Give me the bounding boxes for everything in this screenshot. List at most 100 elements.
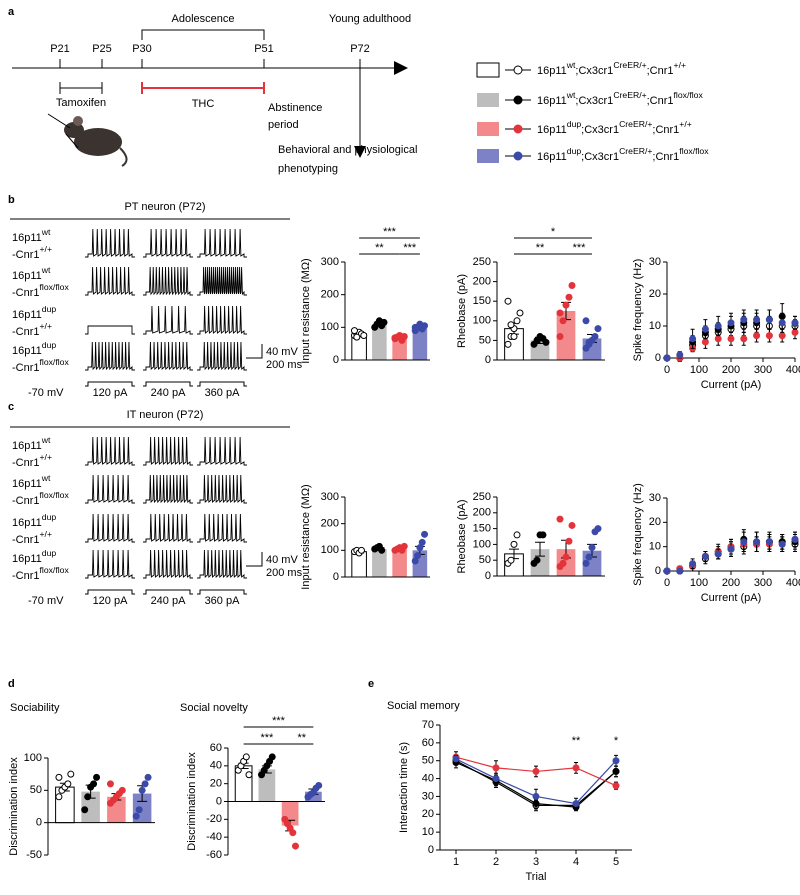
- text-part: -Cnr1: [12, 287, 40, 299]
- data-point: [791, 535, 799, 543]
- text-part: -Cnr1: [12, 457, 40, 469]
- row-label: -Cnr1flox/flox: [12, 565, 69, 582]
- y-tick-label: 200: [473, 507, 491, 519]
- baseline-label: -70 mV: [28, 595, 64, 607]
- data-point: [539, 531, 547, 539]
- data-point: [532, 767, 540, 775]
- panel-label: d: [8, 678, 15, 690]
- data-point: [753, 316, 761, 324]
- y-tick-label: 0: [655, 565, 661, 577]
- significance-label: **: [572, 735, 581, 747]
- chart-title: Sociability: [10, 702, 60, 714]
- significance-label: **: [375, 242, 384, 254]
- data-point: [765, 538, 773, 546]
- data-point: [565, 537, 573, 545]
- x-tick-label: 0: [664, 364, 670, 376]
- data-point: [542, 338, 550, 346]
- data-point: [268, 753, 276, 761]
- row-label: 16p11dup: [12, 548, 56, 565]
- x-axis-label: Trial: [526, 871, 547, 883]
- data-point: [414, 324, 422, 332]
- superscript: CreER/+: [613, 60, 646, 70]
- x-tick-label: 1: [453, 856, 459, 868]
- voltage-trace: [85, 474, 135, 504]
- superscript: +/+: [40, 244, 52, 254]
- y-tick-label: -20: [206, 813, 222, 825]
- data-point: [701, 552, 709, 560]
- y-tick-label: 0: [428, 844, 434, 856]
- superscript: wt: [566, 60, 576, 70]
- scale-bar: [246, 552, 263, 567]
- superscript: flox/flox: [40, 357, 70, 367]
- data-point: [556, 332, 564, 340]
- y-tick-label: -40: [206, 831, 222, 843]
- data-point: [67, 770, 75, 778]
- superscript: wt: [41, 227, 51, 237]
- period-label: Adolescence: [172, 13, 235, 25]
- data-point: [568, 521, 576, 529]
- legend-marker: [513, 65, 523, 75]
- row-label: 16p11wt: [12, 265, 51, 282]
- legend-label: 16p11wt;Cx3cr1CreER/+;Cnr1flox/flox: [537, 90, 703, 107]
- data-point: [778, 332, 786, 340]
- superscript: wt: [41, 265, 51, 275]
- scale-label: 40 mV: [266, 554, 298, 566]
- bar: [372, 324, 387, 360]
- bar: [392, 549, 407, 577]
- data-point: [612, 757, 620, 765]
- x-axis-label: Current (pA): [701, 379, 762, 391]
- superscript: dup: [42, 304, 57, 314]
- chart-title: Social novelty: [180, 702, 248, 714]
- y-axis-label: Input resistance (MΩ): [300, 258, 312, 363]
- data-point: [532, 792, 540, 800]
- superscript: dup: [42, 340, 57, 350]
- adolescence-bracket: [141, 29, 265, 40]
- significance-label: ***: [573, 242, 587, 254]
- superscript: CreER/+: [619, 119, 652, 129]
- age-label: P51: [254, 43, 274, 55]
- voltage-trace: [85, 436, 135, 466]
- data-point: [556, 515, 564, 523]
- data-point: [727, 545, 735, 553]
- legend-swatch: [477, 149, 499, 163]
- voltage-trace: [197, 341, 247, 371]
- text-part: 16p11: [12, 345, 42, 357]
- text-part: -Cnr1: [12, 362, 40, 374]
- y-tick-label: -60: [206, 849, 222, 861]
- data-point: [778, 540, 786, 548]
- error-bar: [535, 541, 545, 557]
- y-tick-label: 150: [473, 523, 491, 535]
- text-part: 16p11: [12, 440, 42, 452]
- text-part: ;Cx3cr1: [575, 95, 613, 107]
- data-point: [55, 793, 63, 801]
- y-tick-label: 100: [473, 315, 491, 327]
- panel-label: c: [8, 401, 14, 413]
- data-point: [421, 322, 429, 330]
- y-axis-label: Interaction time (s): [398, 742, 410, 833]
- y-tick-label: 300: [321, 256, 339, 268]
- voltage-trace: [197, 228, 247, 258]
- data-point: [516, 309, 524, 317]
- significance-label: ***: [272, 715, 286, 727]
- row-label: -Cnr1+/+: [12, 452, 52, 469]
- data-point: [81, 806, 89, 814]
- y-tick-label: 10: [649, 541, 661, 553]
- superscript: +/+: [674, 60, 686, 70]
- voltage-trace: [85, 266, 135, 296]
- voltage-trace: [85, 549, 135, 579]
- data-point: [765, 316, 773, 324]
- y-tick-label: 0: [36, 817, 42, 829]
- row-label: -Cnr1flox/flox: [12, 282, 69, 299]
- x-tick-label: 3: [533, 856, 539, 868]
- y-tick-label: 30: [422, 790, 434, 802]
- data-point: [418, 538, 426, 546]
- legend-marker: [513, 124, 523, 134]
- y-tick-label: 50: [30, 784, 42, 796]
- data-point: [676, 567, 684, 575]
- treatment-label: Tamoxifen: [56, 97, 106, 109]
- data-point: [138, 786, 146, 794]
- data-point: [64, 780, 72, 788]
- y-tick-label: 50: [479, 334, 491, 346]
- voltage-trace: [143, 549, 193, 579]
- x-tick-label: 300: [754, 364, 772, 376]
